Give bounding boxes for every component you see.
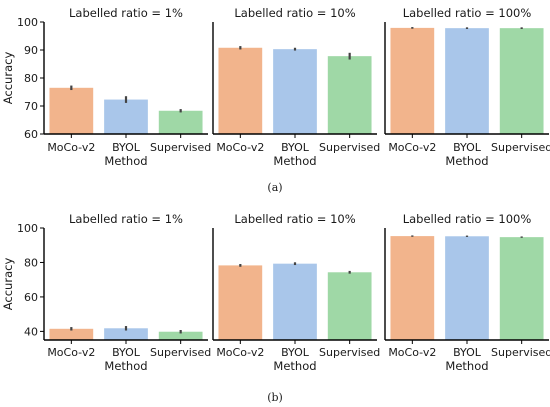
chart-panel-b-3: Labelled ratio = 100% MoCo-v2 BYOL Supervis…: [384, 212, 550, 373]
bar-moco-v2: [218, 47, 263, 135]
chart-title: Labelled ratio = 10%: [234, 6, 355, 20]
x-tick-label-byol: BYOL: [112, 346, 141, 359]
bar-supervised: [327, 272, 372, 340]
x-axis-label: Method: [104, 154, 147, 168]
chart-panel-a-2: Labelled ratio = 10% MoCo-v2 BYOL Supervise…: [212, 6, 380, 168]
bar-moco-v2: [390, 236, 435, 340]
chart-panel-a-3: Labelled ratio = 100% MoCo-v2 BYOL Supervis…: [384, 6, 550, 168]
y-tick-label-60: 60: [24, 291, 38, 304]
chart-panels: Labelled ratio = 1% MoCo-v2 BYOL Supervised…: [1, 6, 550, 373]
x-axis-label: Method: [445, 359, 488, 373]
bar-moco-v2: [218, 265, 263, 340]
x-axis-label: Method: [273, 359, 316, 373]
y-tick-label-100: 100: [17, 16, 38, 29]
x-tick-label-byol: BYOL: [281, 141, 310, 154]
y-tick-label-80: 80: [24, 256, 38, 269]
x-tick-label-supervised: Supervised: [150, 346, 211, 359]
y-tick-label-60: 60: [24, 128, 38, 141]
bar-byol: [445, 236, 489, 340]
x-axis-label: Method: [104, 359, 147, 373]
chart-title: Labelled ratio = 1%: [69, 6, 183, 20]
chart-title: Labelled ratio = 100%: [403, 6, 532, 20]
bar-byol: [273, 49, 317, 134]
bar-supervised: [499, 237, 544, 340]
bar-moco-v2: [390, 27, 435, 135]
x-axis-label: Method: [273, 154, 316, 168]
bar-moco-v2: [49, 87, 94, 134]
x-tick-label-byol: BYOL: [453, 346, 482, 359]
x-tick-label-moco-v2: MoCo-v2: [216, 141, 264, 154]
caption-a: (a): [267, 181, 282, 194]
bar-moco-v2: [49, 328, 94, 340]
x-tick-label-supervised: Supervised: [491, 141, 550, 154]
y-tick-label-90: 90: [24, 44, 38, 57]
x-tick-label-moco-v2: MoCo-v2: [388, 141, 436, 154]
x-tick-label-moco-v2: MoCo-v2: [47, 346, 95, 359]
bar-byol: [273, 263, 317, 340]
caption-b: (b): [267, 391, 283, 404]
chart-title: Labelled ratio = 100%: [403, 212, 532, 226]
y-tick-label-80: 80: [24, 72, 38, 85]
x-tick-label-byol: BYOL: [281, 346, 310, 359]
chart-title: Labelled ratio = 1%: [69, 212, 183, 226]
bar-supervised: [499, 28, 544, 134]
y-tick-label-40: 40: [24, 325, 38, 338]
y-tick-label-70: 70: [24, 100, 38, 113]
x-tick-label-moco-v2: MoCo-v2: [216, 346, 264, 359]
x-tick-label-byol: BYOL: [112, 141, 141, 154]
x-tick-label-moco-v2: MoCo-v2: [47, 141, 95, 154]
chart-panel-b-1: Labelled ratio = 1% MoCo-v2 BYOL Supervised…: [1, 212, 211, 373]
x-axis-label: Method: [445, 154, 488, 168]
bar-supervised: [158, 331, 203, 340]
x-tick-label-supervised: Supervised: [319, 141, 380, 154]
bar-supervised: [158, 110, 203, 134]
x-tick-label-supervised: Supervised: [319, 346, 380, 359]
chart-panel-b-2: Labelled ratio = 10% MoCo-v2 BYOL Supervise…: [212, 212, 380, 373]
y-tick-label-100: 100: [17, 222, 38, 235]
y-axis-label: Accuracy: [1, 52, 15, 105]
bar-byol: [104, 99, 148, 134]
x-tick-label-supervised: Supervised: [491, 346, 550, 359]
bar-byol: [445, 28, 489, 134]
bar-byol: [104, 328, 148, 340]
chart-title: Labelled ratio = 10%: [234, 212, 355, 226]
y-axis-label: Accuracy: [1, 258, 15, 311]
x-tick-label-supervised: Supervised: [150, 141, 211, 154]
x-tick-label-byol: BYOL: [453, 141, 482, 154]
x-tick-label-moco-v2: MoCo-v2: [388, 346, 436, 359]
bar-supervised: [327, 56, 372, 134]
chart-panel-a-1: Labelled ratio = 1% MoCo-v2 BYOL Supervised…: [1, 6, 211, 168]
